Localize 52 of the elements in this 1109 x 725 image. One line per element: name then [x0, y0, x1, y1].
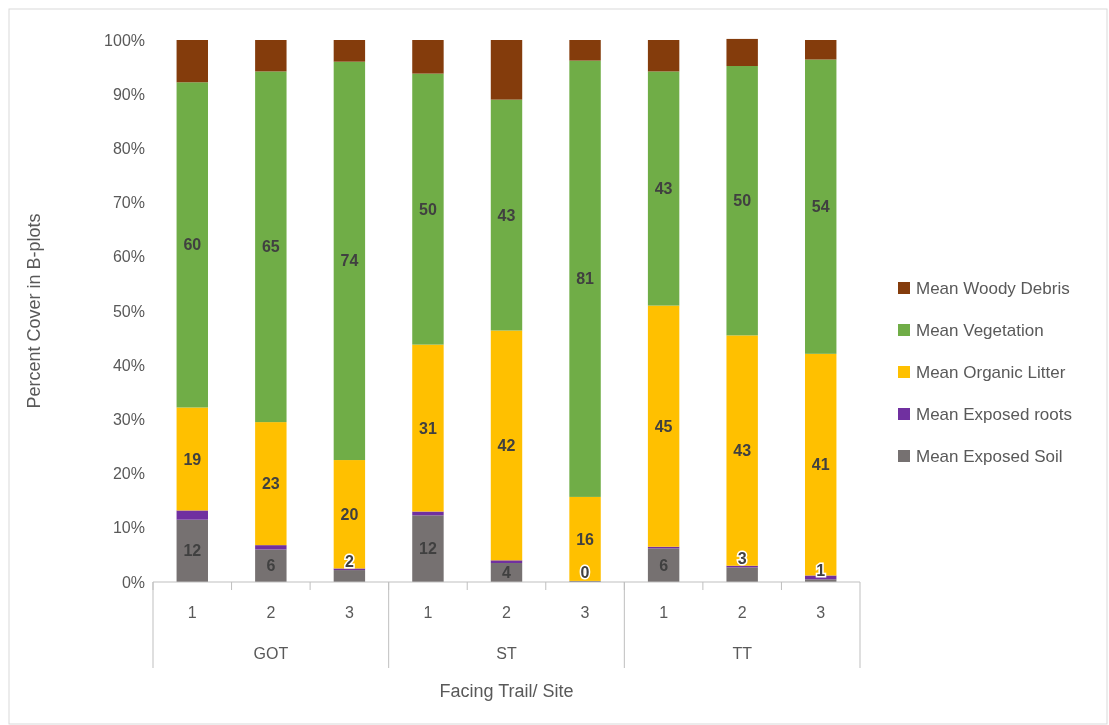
x-tick-label: 2	[502, 603, 512, 621]
data-label: 45	[654, 417, 673, 435]
data-label: 19	[183, 450, 202, 468]
y-tick-label: 20%	[112, 465, 145, 483]
data-label: 50	[419, 200, 437, 218]
data-label: 41	[811, 456, 830, 474]
data-label: 43	[733, 442, 752, 460]
y-tick-label: 100%	[104, 31, 145, 49]
data-label: 54	[811, 198, 830, 216]
y-tick-label: 80%	[112, 140, 145, 157]
data-label: 65	[261, 238, 280, 256]
legend-label: Mean Woody Debris	[916, 278, 1070, 298]
legend-label: Mean Vegetation	[916, 320, 1044, 340]
y-tick-label: 60%	[112, 248, 145, 266]
y-tick-label: 40%	[112, 356, 145, 374]
text: ST	[496, 644, 517, 662]
y-tick-label: 10%	[112, 519, 145, 537]
y-tick-label: 50%	[112, 302, 145, 320]
data-label: 3	[737, 549, 747, 567]
legend-label: Mean Exposed roots	[916, 404, 1072, 424]
data-label: 81	[576, 270, 595, 288]
x-tick-label: 2	[266, 603, 276, 621]
data-label: 31	[419, 419, 437, 437]
text: TT	[732, 644, 753, 662]
x-tick-label: 3	[580, 603, 590, 621]
x-tick-label: 3	[816, 603, 826, 621]
data-label: 1	[816, 561, 826, 579]
data-label: 0	[580, 563, 590, 581]
data-label: 2	[344, 552, 354, 570]
y-tick-label: 0%	[121, 573, 145, 591]
data-label: 50	[733, 192, 752, 210]
data-label: 16	[576, 530, 595, 548]
y-tick-label: 70%	[112, 194, 145, 212]
y-tick-label: 30%	[112, 411, 145, 428]
data-label: 42	[497, 437, 516, 455]
data-label: 23	[261, 475, 280, 493]
x-tick-label: 1	[423, 603, 433, 621]
data-label: 20	[340, 505, 359, 523]
x-tick-label: 1	[659, 603, 669, 621]
x-tick-label: 2	[737, 603, 747, 621]
legend-label: Mean Exposed Soil	[916, 446, 1063, 466]
text: GOT	[253, 644, 289, 662]
data-label: 60	[183, 236, 202, 254]
x-tick-label: 3	[344, 603, 354, 621]
data-label: 43	[654, 180, 673, 198]
data-label: 43	[497, 206, 516, 224]
y-tick-label: 90%	[112, 85, 145, 103]
legend-label: Mean Organic Litter	[916, 362, 1066, 382]
data-label: 74	[340, 252, 359, 270]
y-axis-title: Percent Cover in B-plots	[24, 213, 45, 409]
x-axis-title: Facing Trail/ Site	[439, 681, 574, 702]
x-tick-label: 1	[187, 603, 197, 621]
